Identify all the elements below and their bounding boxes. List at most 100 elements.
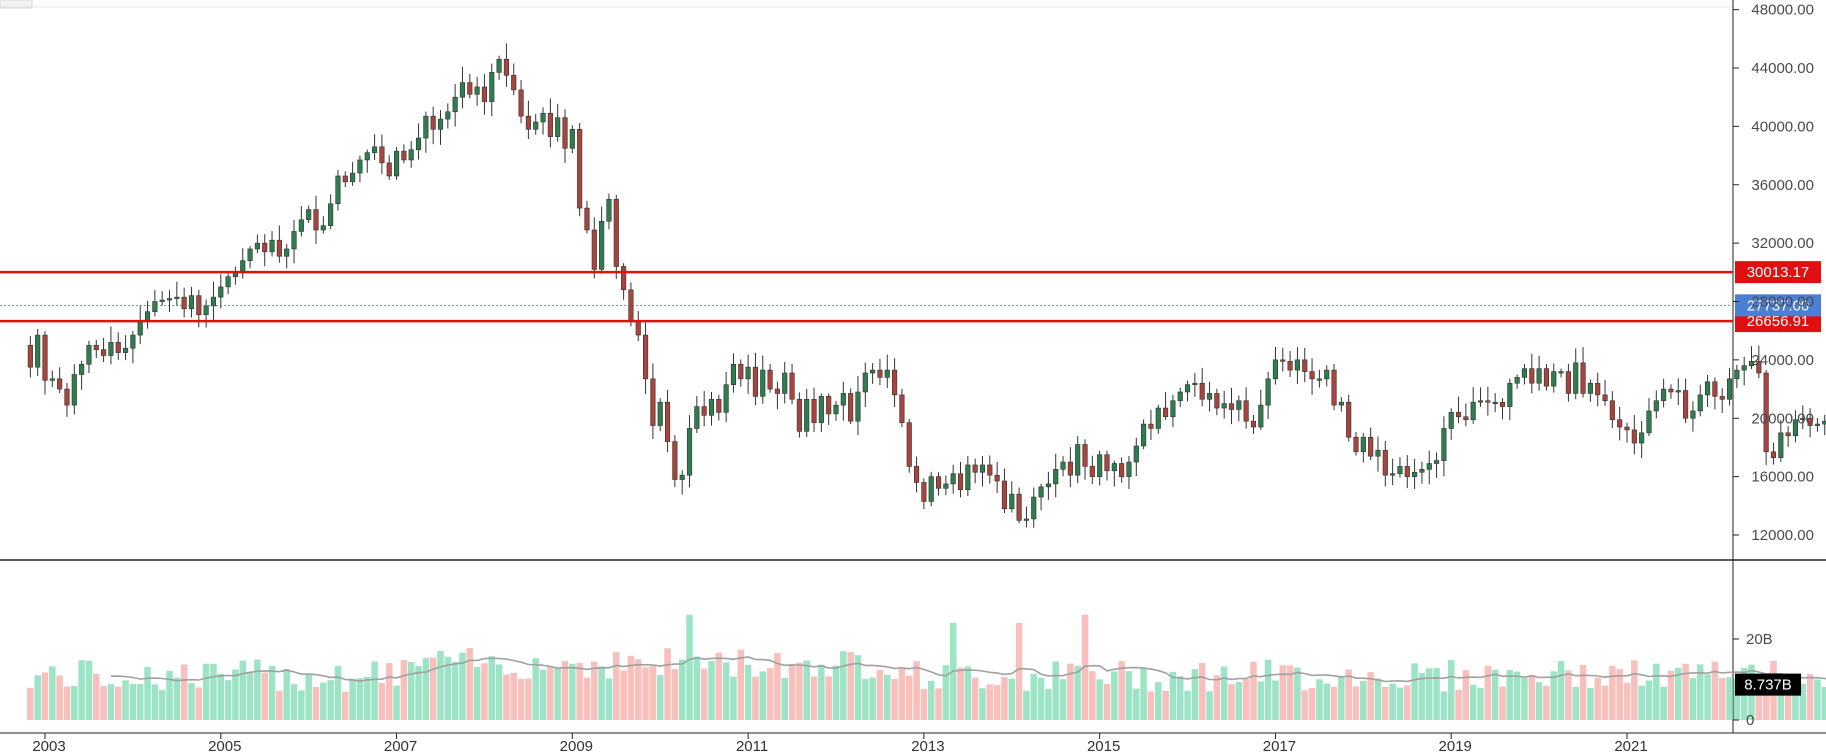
- candle-body: [1228, 403, 1235, 410]
- candle-body: [760, 369, 766, 397]
- candle-body: [694, 406, 700, 429]
- candle-body: [320, 225, 326, 231]
- candle-body: [701, 406, 707, 416]
- volume-bar: [422, 658, 430, 720]
- volume-bar: [210, 663, 217, 720]
- volume-bar: [627, 655, 635, 720]
- candle-body: [1646, 410, 1652, 434]
- volume-bar: [1125, 671, 1133, 720]
- candle-body: [635, 320, 641, 336]
- candle-body: [979, 464, 986, 473]
- candle-body: [181, 296, 187, 310]
- volume-bar: [378, 682, 386, 720]
- candle-body: [1155, 407, 1161, 429]
- volume-bar: [136, 684, 144, 720]
- candle-body: [716, 398, 722, 413]
- volume-tick-label: 20B: [1746, 631, 1773, 648]
- candle-body: [811, 398, 817, 423]
- candle-body: [1822, 420, 1826, 425]
- volume-bar: [1008, 678, 1016, 720]
- candle-body: [1067, 461, 1073, 476]
- candle-body: [1756, 361, 1762, 374]
- volume-bar: [569, 663, 576, 720]
- volume-bar: [913, 661, 920, 720]
- volume-bar: [1103, 683, 1111, 720]
- candle-body: [723, 384, 729, 413]
- candle-body: [489, 72, 495, 102]
- volume-bar: [1557, 661, 1565, 720]
- volume-bar: [1360, 681, 1367, 720]
- candle-body: [899, 394, 905, 423]
- y-tick-label: 28000.00: [1751, 294, 1814, 311]
- candle-body: [1060, 461, 1066, 470]
- candle-body: [804, 398, 810, 432]
- volume-bar: [752, 676, 759, 720]
- volume-bar: [1001, 676, 1008, 720]
- volume-bar: [1213, 675, 1221, 720]
- volume-bar: [1653, 663, 1660, 720]
- volume-bar: [1389, 683, 1396, 720]
- top-scroll-handle[interactable]: [0, 0, 33, 9]
- volume-bar: [363, 677, 371, 720]
- volume-bar: [517, 678, 525, 720]
- volume-bar: [620, 670, 627, 720]
- candle-body: [71, 374, 77, 406]
- volume-bar: [1220, 666, 1228, 720]
- volume-bar: [1045, 688, 1052, 720]
- candle-body: [1507, 382, 1513, 407]
- candle-body: [1565, 371, 1571, 394]
- volume-bar: [444, 656, 452, 720]
- candle-body: [1763, 372, 1769, 453]
- candle-body: [1748, 361, 1755, 367]
- volume-bar: [715, 652, 723, 720]
- candle-body: [379, 146, 385, 164]
- volume-bar: [1382, 686, 1389, 720]
- candle-body: [393, 150, 400, 177]
- volume-bar: [1726, 677, 1733, 720]
- volume-bar: [1272, 680, 1279, 720]
- volume-bar: [656, 675, 664, 720]
- candle-body: [57, 378, 63, 390]
- volume-bar: [1660, 686, 1667, 720]
- candle-body: [474, 86, 480, 95]
- volume-bar: [334, 666, 342, 720]
- candle-body: [533, 121, 539, 130]
- candle-body: [643, 334, 649, 380]
- candle-body: [1800, 417, 1806, 421]
- volume-bar: [122, 680, 129, 720]
- last-price-tag: [1735, 294, 1821, 317]
- candle-body: [943, 483, 949, 489]
- candle-body: [1221, 403, 1227, 409]
- volume-bar: [1587, 687, 1594, 720]
- candle-body: [1353, 436, 1359, 453]
- volume-bar: [905, 675, 913, 720]
- candle-body: [518, 89, 524, 117]
- candle-body: [1639, 432, 1645, 444]
- volume-bar: [1133, 688, 1140, 720]
- x-tick-label: 2007: [384, 738, 417, 753]
- candle-body: [884, 369, 890, 378]
- candle-body: [796, 398, 802, 432]
- volume-bar: [1572, 686, 1579, 720]
- volume-bar: [180, 664, 188, 720]
- candle-body: [452, 96, 458, 113]
- volume-bar: [1418, 673, 1426, 720]
- candle-body: [789, 372, 795, 400]
- candle-body: [1243, 400, 1249, 422]
- candle-body: [928, 476, 934, 502]
- volume-bar: [261, 672, 268, 720]
- volume-bar: [957, 667, 964, 720]
- volume-bar: [1777, 681, 1785, 720]
- candle-body: [240, 260, 246, 273]
- volume-bar: [195, 687, 203, 720]
- candle-body: [679, 474, 685, 480]
- candle-body: [965, 464, 971, 491]
- volume-last-tag: [1735, 673, 1801, 696]
- candle-body: [1097, 454, 1103, 477]
- volume-bar: [561, 661, 569, 720]
- volume-bar: [327, 680, 334, 720]
- volume-bar: [862, 678, 869, 720]
- volume-bar: [971, 677, 979, 720]
- volume-bar: [1404, 685, 1411, 720]
